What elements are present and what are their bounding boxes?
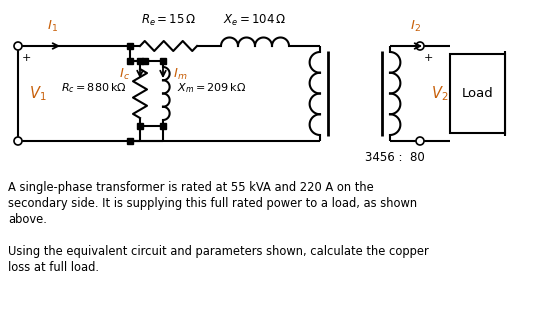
Text: secondary side. It is supplying this full rated power to a load, as shown: secondary side. It is supplying this ful… [8, 197, 417, 210]
Text: Load: Load [462, 87, 494, 100]
Text: $R_e = 15\,\Omega$: $R_e = 15\,\Omega$ [141, 13, 196, 28]
Text: $\mathbf{\mathit{I}}_m$: $\mathbf{\mathit{I}}_m$ [173, 67, 187, 82]
Bar [450, 54, 505, 133]
Text: $\mathbf{\mathit{I}}_2$: $\mathbf{\mathit{I}}_2$ [410, 19, 420, 34]
Text: $\mathbf{\mathit{I}}_c$: $\mathbf{\mathit{I}}_c$ [119, 67, 130, 82]
Text: +: + [21, 53, 31, 63]
Circle shape [14, 137, 21, 144]
Text: +: + [423, 53, 433, 63]
Text: $\mathbf{\mathit{I}}_1$: $\mathbf{\mathit{I}}_1$ [47, 19, 59, 34]
Circle shape [417, 137, 424, 144]
Text: $\mathbf{\mathit{V}}_1$: $\mathbf{\mathit{V}}_1$ [29, 84, 47, 103]
Text: loss at full load.: loss at full load. [8, 261, 99, 274]
Circle shape [417, 42, 424, 49]
Text: $R_c = 880\,\mathrm{k}\Omega$: $R_c = 880\,\mathrm{k}\Omega$ [61, 82, 126, 95]
Circle shape [14, 42, 21, 49]
Text: $X_m = 209\,\mathrm{k}\Omega$: $X_m = 209\,\mathrm{k}\Omega$ [177, 82, 246, 95]
Text: $X_e = 104\,\Omega$: $X_e = 104\,\Omega$ [223, 13, 287, 28]
Text: A single-phase transformer is rated at 55 kVA and 220 A on the: A single-phase transformer is rated at 5… [8, 181, 374, 194]
Text: Using the equivalent circuit and parameters shown, calculate the copper: Using the equivalent circuit and paramet… [8, 245, 429, 258]
Text: $\mathbf{\mathit{V}}_2$: $\mathbf{\mathit{V}}_2$ [431, 84, 449, 103]
Text: above.: above. [8, 213, 47, 226]
Text: 3456 :  80: 3456 : 80 [365, 151, 425, 164]
